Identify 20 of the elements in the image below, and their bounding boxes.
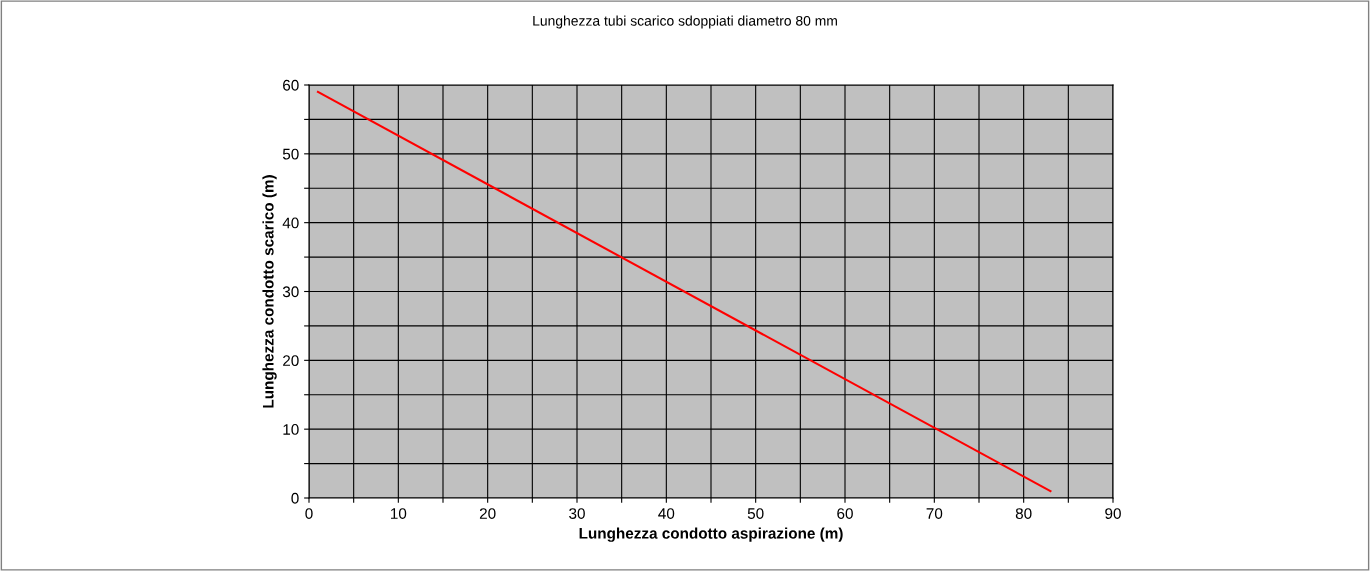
y-tick-label: 20	[283, 355, 299, 367]
x-tick-label: 0	[305, 508, 313, 519]
x-tick-label: 20	[479, 508, 496, 519]
y-tick-label: 0	[291, 492, 299, 504]
y-axis-title: Lunghezza condotto scarico (m)	[262, 175, 277, 408]
chart-title: Lunghezza tubi scarico sdoppiati diametro 80 mm	[533, 15, 837, 29]
x-tick-label: 60	[837, 508, 853, 519]
x-tick-label: 70	[926, 508, 943, 519]
y-tick-label: 50	[282, 148, 299, 160]
x-tick-label: 30	[569, 508, 585, 519]
x-tick-label: 90	[1105, 508, 1121, 519]
y-tick-label: 60	[283, 79, 299, 91]
y-tick-label: 30	[282, 286, 299, 298]
y-tick-label: 10	[283, 424, 299, 435]
y-tick-label: 40	[282, 217, 299, 229]
x-tick-label: 80	[1015, 508, 1032, 519]
x-axis-title: Lunghezza condotto aspirazione (m)	[579, 527, 843, 542]
x-tick-label: 40	[658, 508, 675, 519]
x-tick-label: 10	[391, 508, 407, 519]
x-tick-label: 50	[747, 508, 764, 519]
